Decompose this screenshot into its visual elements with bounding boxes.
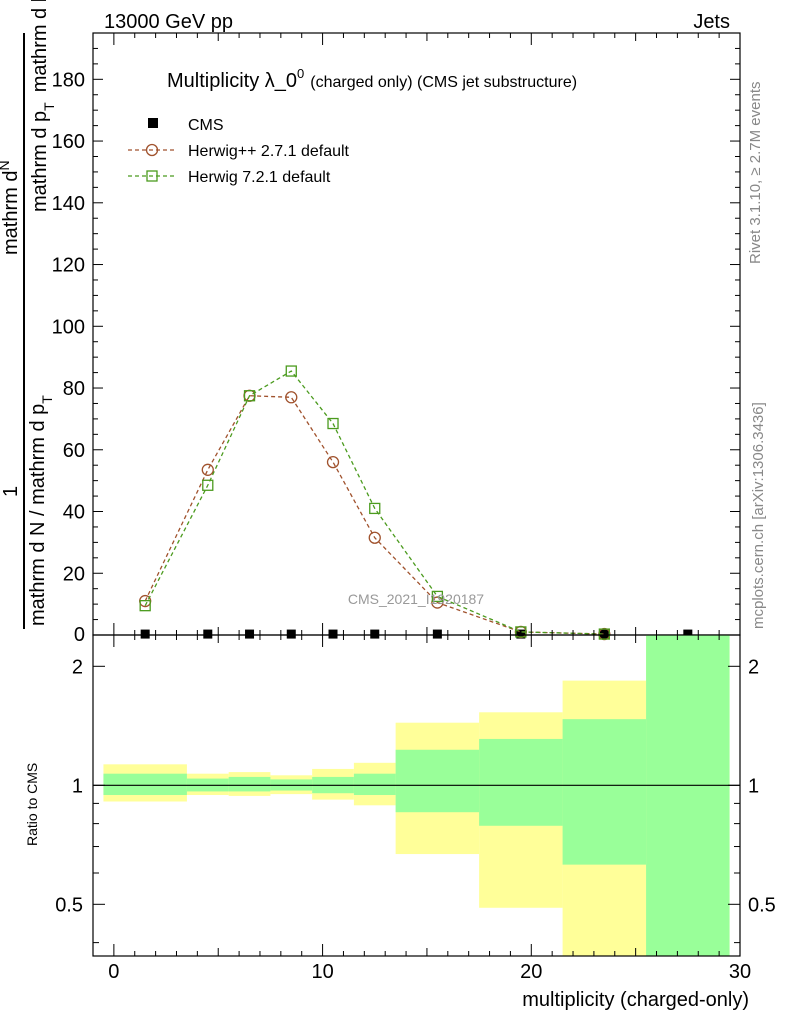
ratio-y-tick-label: 1 xyxy=(72,775,83,797)
cms-data-point xyxy=(516,629,526,639)
ylabel-frac-d: mathrm d xyxy=(0,171,22,255)
main-y-tick-label: 120 xyxy=(52,255,85,277)
ylabel-frac-n: N xyxy=(0,160,12,170)
herwigpp-point xyxy=(368,531,381,544)
legend-label-herwigpp: Herwig++ 2.7.1 default xyxy=(188,143,350,160)
ylabel-denominator-top: mathrm d pTmathrm d lambda xyxy=(29,0,57,212)
main-y-tick-label: 40 xyxy=(63,502,85,524)
main-y-tick-label: 100 xyxy=(52,316,85,338)
cms-data-point xyxy=(140,629,150,639)
herwig7-point xyxy=(202,479,214,491)
main-y-tick-label: 60 xyxy=(63,440,85,462)
main-y-tick-label: 140 xyxy=(52,193,85,215)
herwig7-point xyxy=(139,600,151,612)
legend-label-cms: CMS xyxy=(188,117,224,134)
stat-uncertainty-band-0 xyxy=(103,773,187,796)
ratio-y-tick-label-right: 0.5 xyxy=(748,894,776,916)
ylabel-denom-t-sub2: T xyxy=(39,395,55,404)
ylabel-numerator-dn: mathrm dN xyxy=(0,160,22,255)
chart-title: Multiplicity λ_00 (charged only) (CMS jet… xyxy=(167,66,577,92)
cms-data-point xyxy=(203,629,213,639)
cms-data-point xyxy=(328,629,338,639)
cms-data-point xyxy=(432,629,442,639)
main-y-axis: 20 40 60 80 100 120 140 160 180 0 xyxy=(52,47,740,646)
main-ylabel: 1 mathrm dN mathrm d pTmathrm d lambda m… xyxy=(0,0,57,629)
ylabel-fraction-bar xyxy=(23,33,25,629)
herwigpp-point xyxy=(285,391,298,404)
herwig7-point xyxy=(369,502,381,515)
x-tick-label: 20 xyxy=(520,961,542,983)
herwig7-point xyxy=(285,365,297,377)
legend: CMS Herwig++ 2.7.1 default Herwig 7.2.1 … xyxy=(128,117,350,186)
main-y-tick-label: 20 xyxy=(63,563,85,585)
ratio-y-tick-label: 2 xyxy=(72,656,83,678)
ratio-plot-frame xyxy=(92,634,741,957)
cms-data-point xyxy=(370,629,380,639)
x-tick-label: 30 xyxy=(729,961,751,983)
legend-marker-cms xyxy=(148,118,158,128)
stat-uncertainty-band-5 xyxy=(353,773,396,796)
ylabel-denom-dn: mathrm d N / mathrm d p xyxy=(27,404,49,626)
ratio-y-tick-label: 0.5 xyxy=(55,894,83,916)
x-tick-label: 0 xyxy=(108,961,119,983)
herwig7-point xyxy=(431,590,444,603)
ratio-ylabel: Ratio to CMS xyxy=(24,763,40,846)
stat-uncertainty-band-7 xyxy=(479,738,563,826)
mcplots-label: mcplots.cern.ch [arXiv:1306.3436] xyxy=(750,402,767,629)
ratio-y-tick-label-right: 2 xyxy=(748,656,759,678)
main-y-tick-label: 180 xyxy=(52,69,85,91)
main-y-tick-label: 0 xyxy=(74,624,85,646)
rivet-label: Rivet 3.1.10, ≥ 2.7M events xyxy=(747,82,764,265)
ylabel-denominator-bottom: mathrm d N / mathrm d pT xyxy=(27,395,55,626)
herwig7-point xyxy=(598,628,610,640)
stat-uncertainty-band-8 xyxy=(562,719,647,865)
cms-data-point xyxy=(599,629,609,639)
herwigpp-point xyxy=(201,463,214,476)
title-main: Multiplicity λ_0 xyxy=(167,70,297,92)
x-tick-label: 10 xyxy=(311,961,333,983)
main-y-tick-label: 80 xyxy=(63,378,85,400)
cms-data-point xyxy=(245,629,255,639)
herwigpp-point xyxy=(431,596,444,609)
herwig7-point xyxy=(515,626,527,638)
ylabel-denom-p: mathrm d p xyxy=(29,111,51,212)
stat-uncertainty-band-6 xyxy=(395,749,480,813)
ylabel-denom-t-sub: T xyxy=(41,102,57,111)
herwig7-line xyxy=(144,370,605,635)
legend-marker-herwigpp xyxy=(145,143,159,157)
x-axis: 0 10 20 30 xyxy=(92,33,751,983)
herwig7-point xyxy=(327,417,339,430)
main-y-tick-label: 160 xyxy=(52,131,85,153)
legend-label-herwig7: Herwig 7.2.1 default xyxy=(188,169,331,186)
cms-data-point xyxy=(286,629,296,639)
herwigpp-line xyxy=(144,395,605,635)
process-label: Jets xyxy=(693,11,730,33)
energy-label: 13000 GeV pp xyxy=(104,11,233,33)
ratio-y-tick-label-right: 1 xyxy=(748,775,759,797)
ratio-y-axis: 0.5 0.5 1 1 2 2 xyxy=(55,656,776,944)
xlabel: multiplicity (charged-only) xyxy=(522,989,749,1011)
stat-uncertainty-band-2 xyxy=(228,776,271,792)
herwigpp-point xyxy=(326,455,340,469)
ylabel-denom-lambda: mathrm d lambda xyxy=(29,0,51,92)
stat-uncertainty-band-9 xyxy=(646,635,730,956)
title-sup: 0 xyxy=(297,66,304,81)
ylabel-numerator-1: 1 xyxy=(0,486,22,497)
ratio-plot: 0 10 20 30 0.5 0.5 1 1 2 2 xyxy=(55,33,776,983)
herwig7-point xyxy=(243,390,256,402)
cms-data-point xyxy=(683,629,693,639)
legend-marker-herwig7 xyxy=(146,170,158,182)
analysis-watermark: CMS_2021_I1920187 xyxy=(348,591,484,607)
title-rest: (charged only) (CMS jet substructure) xyxy=(310,74,577,91)
